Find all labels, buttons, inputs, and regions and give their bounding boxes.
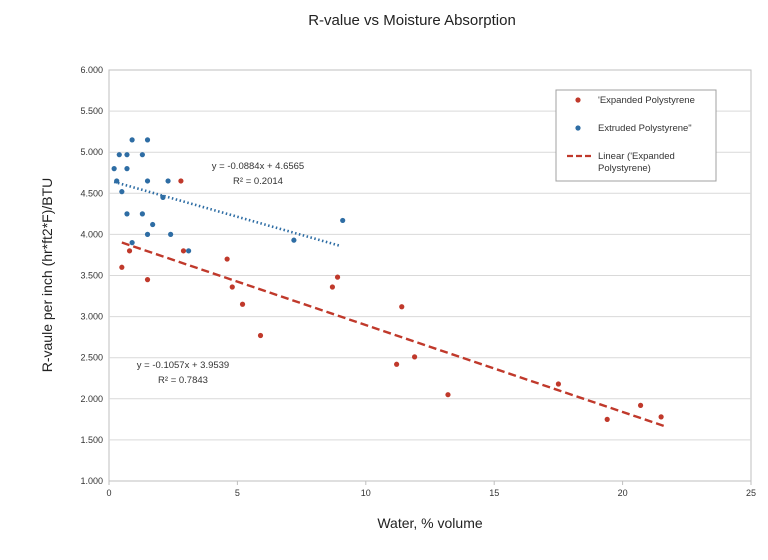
expanded-trend-equation: y = -0.1057x + 3.9539	[137, 360, 229, 371]
data-point-expanded	[229, 284, 235, 290]
data-point-extruded	[168, 231, 174, 237]
data-point-extruded	[150, 221, 156, 228]
data-point-extruded	[129, 240, 135, 246]
legend-label-expanded: 'Expanded Polystyrene	[598, 95, 695, 106]
x-tick-label: 20	[618, 488, 628, 498]
data-point-expanded	[178, 178, 184, 184]
data-point-extruded	[124, 152, 130, 158]
data-point-extruded	[114, 178, 120, 184]
y-axis-title: R-vaule per inch (hr*ft2*F)/BTU	[39, 178, 55, 373]
trendline-extruded	[113, 180, 341, 248]
extruded-trend-equation: y = -0.0884x + 4.6565	[212, 161, 304, 172]
data-point-extruded	[144, 231, 151, 237]
data-point-extruded	[111, 166, 117, 172]
legend: 'Expanded Polystyrene Extruded Polystyre…	[555, 89, 717, 182]
data-point-expanded	[144, 277, 151, 283]
data-point-extruded	[119, 189, 125, 195]
data-point-expanded	[637, 402, 644, 408]
data-point-expanded	[604, 416, 610, 422]
x-tick-label: 25	[746, 488, 756, 498]
y-tick-label: 5.500	[80, 106, 103, 116]
x-tick-label: 15	[489, 488, 499, 498]
data-point-extruded	[186, 248, 192, 254]
y-tick-label: 2.500	[80, 353, 103, 363]
x-axis-title: Water, % volume	[377, 515, 483, 531]
data-point-expanded	[334, 274, 341, 280]
legend-marker-expanded	[575, 97, 581, 103]
legend-label-extruded: Extruded Polystyrene"	[598, 123, 692, 134]
y-axis-ticks: 1.000 1.500 2.000 2.500 3.000 3.500 4.000 4.500…	[80, 65, 103, 486]
x-axis-ticks: 0 5 10 15 20 25	[106, 481, 756, 498]
data-point-expanded	[658, 414, 664, 420]
x-tick-label: 10	[361, 488, 371, 498]
legend-box	[555, 89, 717, 182]
expanded-trend-r2: R² = 0.7843	[158, 375, 208, 386]
legend-marker-extruded	[575, 125, 581, 131]
legend-label-trendline: Linear ('Expanded Polystyrene)	[598, 151, 675, 174]
data-point-extruded	[165, 178, 171, 184]
y-tick-label: 6.000	[80, 65, 103, 75]
data-point-expanded	[445, 392, 451, 398]
data-point-extruded	[129, 137, 135, 143]
x-tick-label: 0	[106, 488, 111, 498]
data-point-expanded	[394, 361, 400, 367]
data-point-extruded	[340, 217, 346, 224]
y-tick-label: 2.000	[80, 394, 103, 404]
data-point-expanded	[555, 381, 562, 387]
x-tick-label: 5	[235, 488, 240, 498]
trendlines	[113, 180, 665, 427]
data-point-expanded	[399, 304, 405, 310]
data-point-extruded	[144, 137, 151, 143]
y-tick-label: 5.000	[80, 147, 103, 157]
data-point-expanded	[239, 301, 246, 307]
data-point-expanded	[411, 354, 418, 360]
data-points	[111, 137, 664, 422]
chart-title: R-value vs Moisture Absorption	[308, 12, 516, 29]
data-point-expanded	[257, 332, 264, 339]
data-point-extruded	[124, 211, 130, 217]
y-tick-label: 4.500	[80, 188, 103, 198]
y-tick-label: 3.500	[80, 271, 103, 281]
data-point-expanded	[119, 264, 125, 270]
data-point-extruded	[160, 194, 166, 201]
extruded-trend-r2: R² = 0.2014	[233, 176, 283, 187]
data-point-extruded	[139, 211, 145, 217]
data-point-expanded	[126, 248, 133, 254]
data-point-expanded	[329, 284, 336, 290]
y-tick-label: 1.000	[80, 476, 103, 486]
y-tick-label: 4.000	[80, 229, 103, 239]
data-point-extruded	[116, 152, 122, 158]
data-point-expanded	[224, 256, 230, 262]
data-point-extruded	[144, 178, 151, 184]
data-point-extruded	[139, 152, 145, 158]
data-point-extruded	[291, 237, 297, 243]
data-point-expanded	[180, 248, 187, 254]
y-tick-label: 1.500	[80, 435, 103, 445]
data-point-extruded	[124, 166, 130, 172]
y-tick-label: 3.000	[80, 312, 103, 322]
